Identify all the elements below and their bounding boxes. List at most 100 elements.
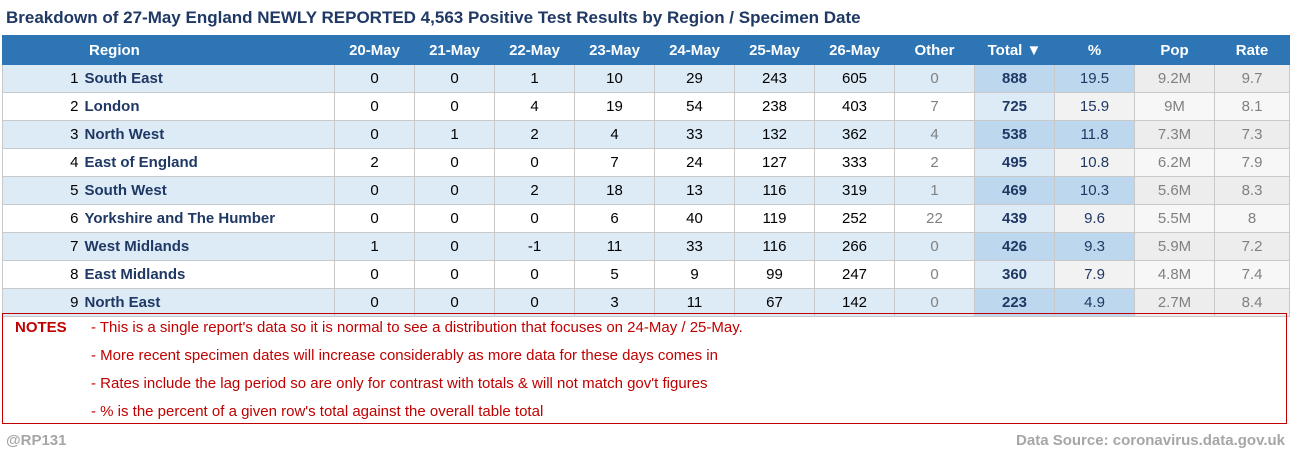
notes-label: NOTES — [15, 319, 67, 336]
cell-rate: 9.7 — [1214, 64, 1290, 93]
table-body: 1 South East 0 0 1 10 29 243 605 0 888 19.5 9.2M 9.7 2… — [2, 64, 1290, 317]
header-24-may[interactable]: 24-May — [654, 35, 735, 65]
header-21-may[interactable]: 21-May — [414, 35, 495, 65]
cell-24-may: 40 — [654, 204, 735, 233]
table-row: 5 South West 0 0 2 18 13 116 319 1 469 10.3 5.6M 8.3 — [2, 176, 1290, 205]
header-percent[interactable]: % — [1054, 35, 1135, 65]
cell-percent: 9.6 — [1054, 204, 1135, 233]
cell-24-may: 11 — [654, 288, 735, 317]
cell-other: 7 — [894, 92, 975, 121]
cell-25-may: 119 — [734, 204, 815, 233]
cell-21-may: 0 — [414, 204, 495, 233]
header-region[interactable]: Region — [82, 35, 335, 65]
cell-rate: 7.3 — [1214, 120, 1290, 149]
cell-total: 538 — [974, 120, 1055, 149]
cell-pop: 6.2M — [1134, 148, 1215, 177]
cell-25-may: 116 — [734, 176, 815, 205]
cell-total: 223 — [974, 288, 1055, 317]
cell-25-may: 238 — [734, 92, 815, 121]
cell-22-may: 1 — [494, 64, 575, 93]
header-26-may[interactable]: 26-May — [814, 35, 895, 65]
cell-percent: 15.9 — [1054, 92, 1135, 121]
cell-total: 439 — [974, 204, 1055, 233]
cell-22-may: 0 — [494, 148, 575, 177]
cell-21-may: 0 — [414, 64, 495, 93]
cell-pop: 4.8M — [1134, 260, 1215, 289]
cell-20-may: 0 — [334, 64, 415, 93]
cell-region: Yorkshire and The Humber — [82, 204, 335, 233]
cell-rank: 8 — [2, 260, 83, 289]
cell-22-may: 2 — [494, 120, 575, 149]
cell-21-may: 0 — [414, 260, 495, 289]
cell-total: 725 — [974, 92, 1055, 121]
cell-22-may: 0 — [494, 204, 575, 233]
header-rank — [2, 35, 83, 65]
cell-23-may: 18 — [574, 176, 655, 205]
header-20-may[interactable]: 20-May — [334, 35, 415, 65]
author-handle: @RP131 — [6, 432, 67, 449]
cell-rank: 1 — [2, 64, 83, 93]
cell-rate: 7.2 — [1214, 232, 1290, 261]
cell-21-may: 0 — [414, 176, 495, 205]
cell-22-may: -1 — [494, 232, 575, 261]
cell-22-may: 0 — [494, 288, 575, 317]
cell-24-may: 24 — [654, 148, 735, 177]
cell-region: East Midlands — [82, 260, 335, 289]
cell-region: South West — [82, 176, 335, 205]
cell-pop: 5.6M — [1134, 176, 1215, 205]
cell-21-may: 0 — [414, 148, 495, 177]
cell-region: East of England — [82, 148, 335, 177]
cell-23-may: 7 — [574, 148, 655, 177]
cell-rate: 8.4 — [1214, 288, 1290, 317]
header-25-may[interactable]: 25-May — [734, 35, 815, 65]
cell-region: South East — [82, 64, 335, 93]
data-source: Data Source: coronavirus.data.gov.uk — [1016, 432, 1285, 449]
note-line-1: - This is a single report's data so it i… — [91, 319, 743, 336]
cell-24-may: 33 — [654, 120, 735, 149]
table-row: 7 West Midlands 1 0 -1 11 33 116 266 0 426 9.3 5.9M 7… — [2, 232, 1290, 261]
cell-percent: 9.3 — [1054, 232, 1135, 261]
cell-20-may: 0 — [334, 260, 415, 289]
cell-20-may: 0 — [334, 288, 415, 317]
data-table: Region 20-May 21-May 22-May 23-May 24-Ma… — [2, 35, 1290, 317]
cell-24-may: 54 — [654, 92, 735, 121]
header-total-sorted[interactable]: Total ▼ — [974, 35, 1055, 65]
cell-pop: 5.9M — [1134, 232, 1215, 261]
note-line-4: - % is the percent of a given row's tota… — [91, 403, 544, 420]
cell-percent: 4.9 — [1054, 288, 1135, 317]
cell-region: London — [82, 92, 335, 121]
cell-22-may: 2 — [494, 176, 575, 205]
cell-rate: 8.3 — [1214, 176, 1290, 205]
cell-26-may: 266 — [814, 232, 895, 261]
cell-pop: 9.2M — [1134, 64, 1215, 93]
header-pop[interactable]: Pop — [1134, 35, 1215, 65]
cell-percent: 11.8 — [1054, 120, 1135, 149]
cell-20-may: 2 — [334, 148, 415, 177]
header-22-may[interactable]: 22-May — [494, 35, 575, 65]
table-row: 9 North East 0 0 0 3 11 67 142 0 223 4.9 2.7M 8.4 — [2, 288, 1290, 317]
note-line-3: - Rates include the lag period so are on… — [91, 375, 708, 392]
cell-20-may: 0 — [334, 204, 415, 233]
cell-25-may: 99 — [734, 260, 815, 289]
cell-total: 495 — [974, 148, 1055, 177]
cell-23-may: 6 — [574, 204, 655, 233]
cell-26-may: 333 — [814, 148, 895, 177]
cell-23-may: 19 — [574, 92, 655, 121]
cell-21-may: 0 — [414, 232, 495, 261]
cell-26-may: 362 — [814, 120, 895, 149]
cell-26-may: 605 — [814, 64, 895, 93]
cell-rate: 8 — [1214, 204, 1290, 233]
cell-rank: 9 — [2, 288, 83, 317]
header-rate[interactable]: Rate — [1214, 35, 1290, 65]
header-23-may[interactable]: 23-May — [574, 35, 655, 65]
cell-rank: 5 — [2, 176, 83, 205]
cell-22-may: 0 — [494, 260, 575, 289]
cell-26-may: 252 — [814, 204, 895, 233]
cell-23-may: 3 — [574, 288, 655, 317]
cell-25-may: 116 — [734, 232, 815, 261]
cell-20-may: 1 — [334, 232, 415, 261]
cell-21-may: 0 — [414, 92, 495, 121]
cell-25-may: 67 — [734, 288, 815, 317]
header-other[interactable]: Other — [894, 35, 975, 65]
cell-other: 2 — [894, 148, 975, 177]
